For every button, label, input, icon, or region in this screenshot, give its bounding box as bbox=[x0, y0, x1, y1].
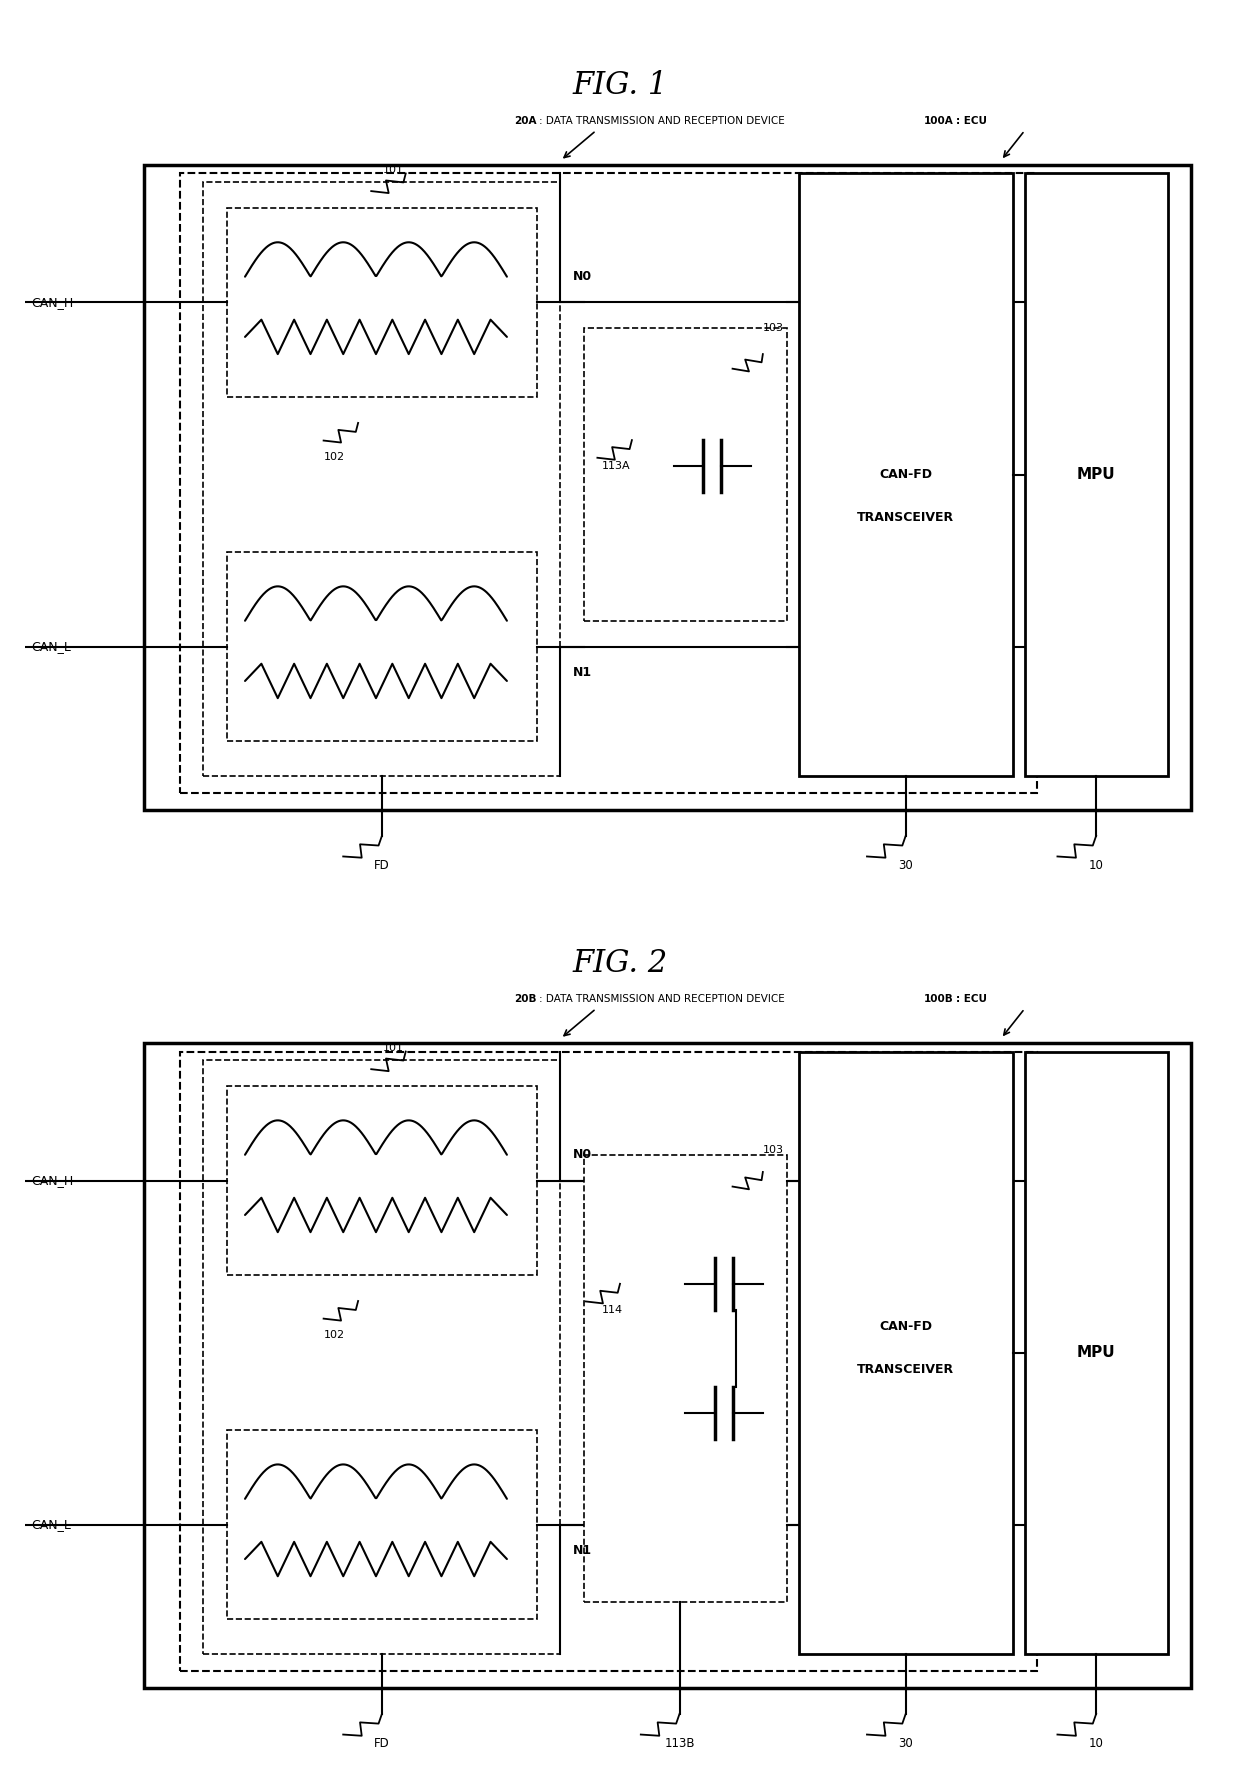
Text: 113B: 113B bbox=[665, 1738, 694, 1751]
Bar bbox=[227, 1430, 537, 1620]
Text: 103: 103 bbox=[763, 323, 784, 333]
Text: MPU: MPU bbox=[1076, 1346, 1116, 1360]
Bar bbox=[227, 1086, 537, 1276]
Text: 20A: 20A bbox=[515, 116, 537, 125]
Text: N1: N1 bbox=[573, 667, 591, 679]
Text: TRANSCEIVER: TRANSCEIVER bbox=[857, 511, 955, 523]
Text: 102: 102 bbox=[324, 1330, 345, 1340]
Text: 100B: 100B bbox=[924, 995, 954, 1004]
Text: FD: FD bbox=[374, 1738, 389, 1751]
Text: N0: N0 bbox=[573, 271, 591, 283]
Text: FD: FD bbox=[374, 860, 389, 873]
Bar bbox=[799, 174, 1013, 776]
Text: : DATA TRANSMISSION AND RECEPTION DEVICE: : DATA TRANSMISSION AND RECEPTION DEVICE bbox=[539, 116, 785, 125]
Text: FIG. 2: FIG. 2 bbox=[573, 948, 667, 978]
Text: TRANSCEIVER: TRANSCEIVER bbox=[857, 1364, 955, 1376]
Bar bbox=[584, 328, 786, 620]
Text: 20B: 20B bbox=[515, 995, 537, 1004]
Text: CAN_H: CAN_H bbox=[31, 1174, 73, 1186]
Text: 113A: 113A bbox=[603, 461, 631, 471]
Bar bbox=[144, 165, 1192, 810]
Text: CAN-FD: CAN-FD bbox=[879, 468, 932, 480]
Bar bbox=[203, 183, 560, 776]
Text: : DATA TRANSMISSION AND RECEPTION DEVICE: : DATA TRANSMISSION AND RECEPTION DEVICE bbox=[539, 995, 785, 1004]
Bar bbox=[1024, 1052, 1168, 1654]
Text: 30: 30 bbox=[898, 860, 913, 873]
Text: N0: N0 bbox=[573, 1149, 591, 1161]
Text: FIG. 1: FIG. 1 bbox=[573, 70, 667, 100]
Text: 103: 103 bbox=[763, 1145, 784, 1156]
Bar bbox=[584, 1154, 786, 1602]
Bar bbox=[144, 1043, 1192, 1688]
Text: 101: 101 bbox=[383, 1043, 404, 1054]
Text: 102: 102 bbox=[324, 452, 345, 462]
Text: 101: 101 bbox=[383, 165, 404, 176]
Text: N1: N1 bbox=[573, 1545, 591, 1557]
Text: : ECU: : ECU bbox=[956, 116, 987, 125]
Bar bbox=[180, 1052, 1037, 1670]
Text: CAN-FD: CAN-FD bbox=[879, 1321, 932, 1333]
Text: 10: 10 bbox=[1089, 860, 1104, 873]
Bar bbox=[1024, 174, 1168, 776]
Text: 10: 10 bbox=[1089, 1738, 1104, 1751]
Text: 30: 30 bbox=[898, 1738, 913, 1751]
Bar bbox=[180, 174, 1037, 792]
Text: MPU: MPU bbox=[1076, 468, 1116, 482]
Bar bbox=[799, 1052, 1013, 1654]
Text: CAN_L: CAN_L bbox=[31, 1518, 71, 1530]
Bar bbox=[203, 1061, 560, 1654]
Text: CAN_H: CAN_H bbox=[31, 296, 73, 308]
Text: 100A: 100A bbox=[924, 116, 954, 125]
Bar bbox=[227, 208, 537, 398]
Text: 114: 114 bbox=[603, 1305, 624, 1315]
Text: : ECU: : ECU bbox=[956, 995, 987, 1004]
Bar bbox=[227, 552, 537, 742]
Text: CAN_L: CAN_L bbox=[31, 640, 71, 652]
